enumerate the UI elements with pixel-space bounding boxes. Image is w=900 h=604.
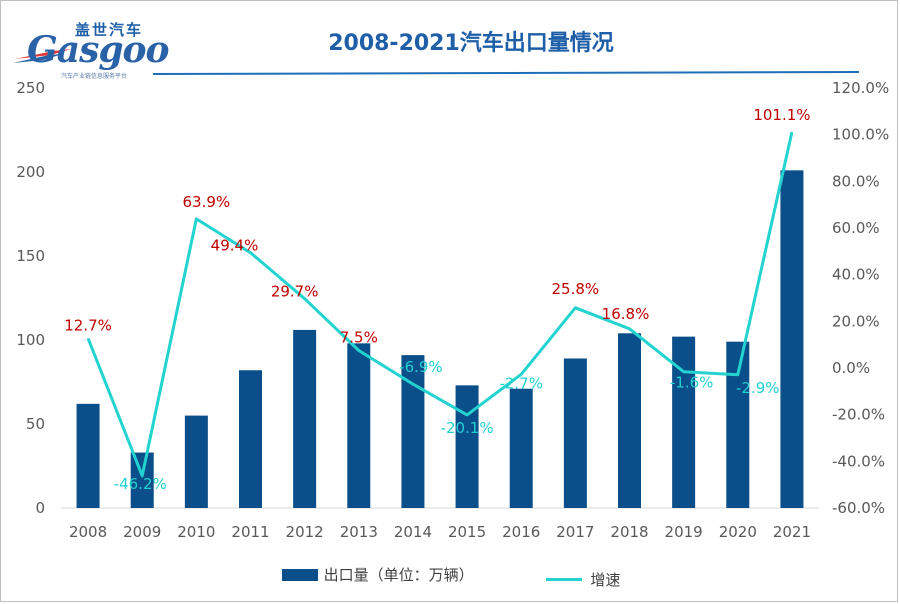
- chart-title: 2008-2021汽车出口量情况: [328, 31, 614, 56]
- x-tick-2014: 2014: [394, 523, 432, 541]
- growth-label-2018: 16.8%: [602, 305, 650, 323]
- gasgoo-logo: 盖世汽车 Gasgoo 汽车产业链信息服务平台: [13, 19, 170, 81]
- x-tick-2019: 2019: [665, 523, 703, 541]
- left-tick-250: 250: [16, 79, 45, 97]
- growth-label-2019: -1.6%: [670, 374, 714, 392]
- bar-2008: [76, 403, 100, 508]
- x-tick-2018: 2018: [610, 523, 648, 541]
- right-tick--20.0%: -20.0%: [832, 406, 885, 424]
- bar-2020: [726, 341, 750, 508]
- x-tick-2012: 2012: [286, 523, 324, 541]
- left-tick-200: 200: [16, 163, 45, 181]
- legend-line-swatch: [546, 577, 583, 581]
- bar-2019: [672, 336, 696, 508]
- legend-label-growth: 增速: [590, 570, 621, 589]
- right-tick-20.0%: 20.0%: [832, 312, 880, 330]
- x-tick-2010: 2010: [177, 523, 215, 541]
- growth-label-2009: -46.2%: [114, 475, 167, 493]
- bar-series: [76, 170, 804, 508]
- bar-2021: [780, 170, 804, 508]
- growth-label-2015: -20.1%: [441, 419, 494, 437]
- x-tick-2009: 2009: [123, 523, 161, 541]
- growth-label-2021: 101.1%: [753, 106, 810, 124]
- growth-label-2014: -6.9%: [399, 358, 443, 376]
- left-axis-ticks: 0 50 100 150 200 250: [16, 79, 45, 517]
- x-tick-2013: 2013: [340, 523, 378, 541]
- logo-name-cn: 盖世汽车: [75, 21, 144, 39]
- bar-2012: [293, 329, 317, 508]
- right-tick--40.0%: -40.0%: [832, 452, 885, 470]
- bar-2015: [455, 385, 479, 508]
- growth-label-2020: -2.9%: [736, 379, 780, 397]
- bar-2016: [509, 388, 533, 508]
- x-axis-ticks: 2008 2009 2010 2011 2012 2013 2014 2015 2016 2017…: [69, 523, 811, 541]
- growth-label-2010: 63.9%: [183, 193, 231, 211]
- logo-name-en: Gasgoo: [27, 29, 170, 71]
- legend-item-export-volume: 出口量（单位：万辆）: [281, 564, 474, 585]
- logo-tagline: 汽车产业链信息服务平台: [61, 73, 128, 80]
- right-tick-40.0%: 40.0%: [832, 266, 880, 284]
- growth-label-2008: 12.7%: [64, 316, 112, 334]
- bar-2009: [130, 452, 154, 508]
- growth-label-2012: 29.7%: [271, 283, 319, 301]
- left-tick-0: 0: [35, 499, 45, 517]
- x-tick-2011: 2011: [231, 523, 269, 541]
- x-tick-2008: 2008: [69, 523, 107, 541]
- legend-bar-swatch: [281, 568, 318, 581]
- right-axis-ticks: -60.0% -40.0% -20.0% 0.0% 20.0% 40.0% 60.0% 80.…: [832, 79, 889, 517]
- bar-2014: [401, 355, 425, 508]
- right-tick-0.0%: 0.0%: [832, 359, 870, 377]
- growth-line: [86, 131, 794, 478]
- x-tick-2017: 2017: [556, 523, 594, 541]
- header-divider: [152, 71, 860, 75]
- x-tick-2015: 2015: [448, 523, 486, 541]
- growth-label-2016: -2.7%: [499, 374, 543, 392]
- left-tick-100: 100: [16, 331, 45, 349]
- bar-2017: [563, 358, 587, 508]
- bar-2011: [239, 370, 262, 508]
- growth-label-2017: 25.8%: [552, 280, 600, 298]
- x-tick-2016: 2016: [502, 523, 540, 541]
- x-tick-2020: 2020: [719, 523, 757, 541]
- legend: 出口量（单位：万辆） 增速: [1, 564, 897, 590]
- growth-series: [86, 131, 794, 478]
- left-tick-150: 150: [16, 247, 45, 265]
- left-tick-50: 50: [26, 415, 45, 433]
- bar-2018: [618, 333, 641, 508]
- right-tick-100.0%: 100.0%: [832, 126, 889, 144]
- growth-label-2013: 7.5%: [340, 329, 378, 347]
- logo-swoosh-icon: [13, 49, 71, 63]
- legend-label-export-volume: 出口量（单位：万辆）: [323, 566, 474, 584]
- x-tick-2021: 2021: [773, 523, 811, 541]
- growth-label-2011: 49.4%: [211, 237, 259, 255]
- right-tick--60.0%: -60.0%: [832, 499, 885, 517]
- legend-item-growth: 增速: [546, 569, 620, 590]
- bar-2013: [347, 343, 371, 508]
- right-tick-120.0%: 120.0%: [832, 79, 889, 97]
- right-tick-60.0%: 60.0%: [832, 219, 880, 237]
- right-tick-80.0%: 80.0%: [832, 172, 880, 190]
- growth-labels: 12.7% -46.2% 63.9% 49.4% 29.7% 7.5% -6.9% -20.1…: [64, 106, 810, 493]
- bar-2010: [184, 415, 208, 508]
